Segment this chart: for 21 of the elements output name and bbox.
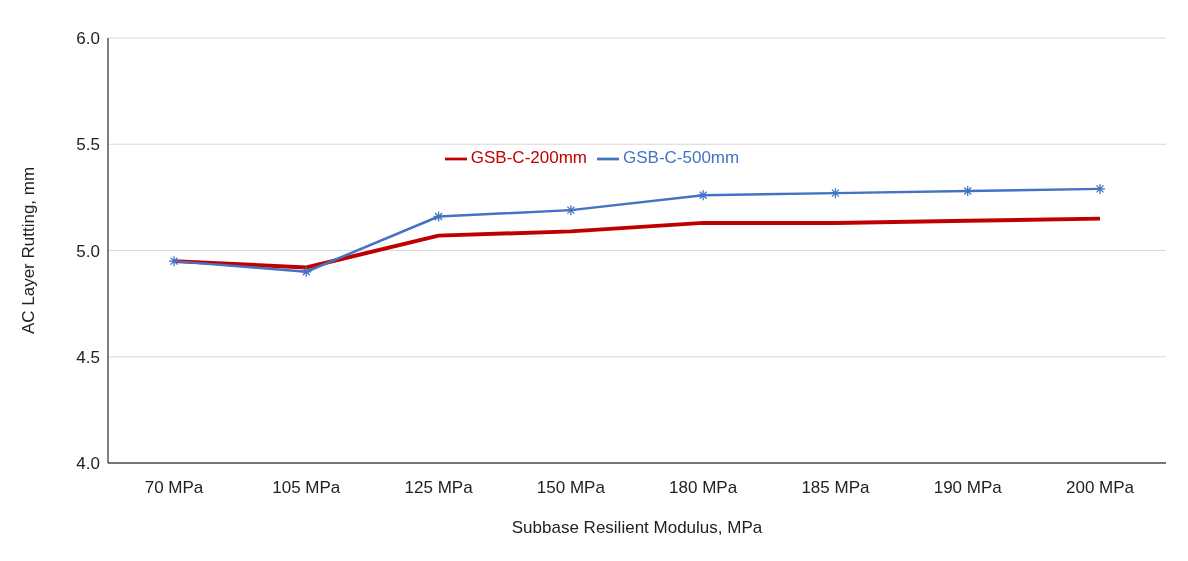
y-axis-title: AC Layer Rutting, mm	[19, 166, 39, 335]
point	[432, 210, 445, 223]
y-tick-label: 6.0	[76, 29, 100, 49]
point	[168, 255, 180, 267]
y-tick-label: 5.5	[76, 135, 100, 155]
point	[565, 204, 577, 216]
legend-label: GSB-C-500mm	[623, 148, 740, 168]
point	[300, 266, 312, 278]
y-tick-label: 4.5	[76, 347, 100, 367]
x-tick-label: 180 MPa	[669, 478, 738, 498]
x-tick-label: 150 MPa	[536, 478, 606, 498]
x-tick-label: 190 MPa	[933, 478, 1003, 498]
x-tick-label: 105 MPa	[272, 478, 341, 498]
legend-label: GSB-C-200mm	[470, 148, 587, 168]
x-tick-label: 125 MPa	[404, 478, 474, 498]
y-tick-label: 4.0	[76, 454, 100, 474]
x-tick-label: 185 MPa	[801, 478, 870, 498]
x-tick-label: 70 MPa	[144, 478, 204, 498]
y-tick-label: 5.0	[76, 241, 100, 261]
x-axis-title: Subbase Resilient Modulus, MPa	[511, 518, 763, 537]
x-tick-label: 200 MPa	[1065, 478, 1135, 498]
